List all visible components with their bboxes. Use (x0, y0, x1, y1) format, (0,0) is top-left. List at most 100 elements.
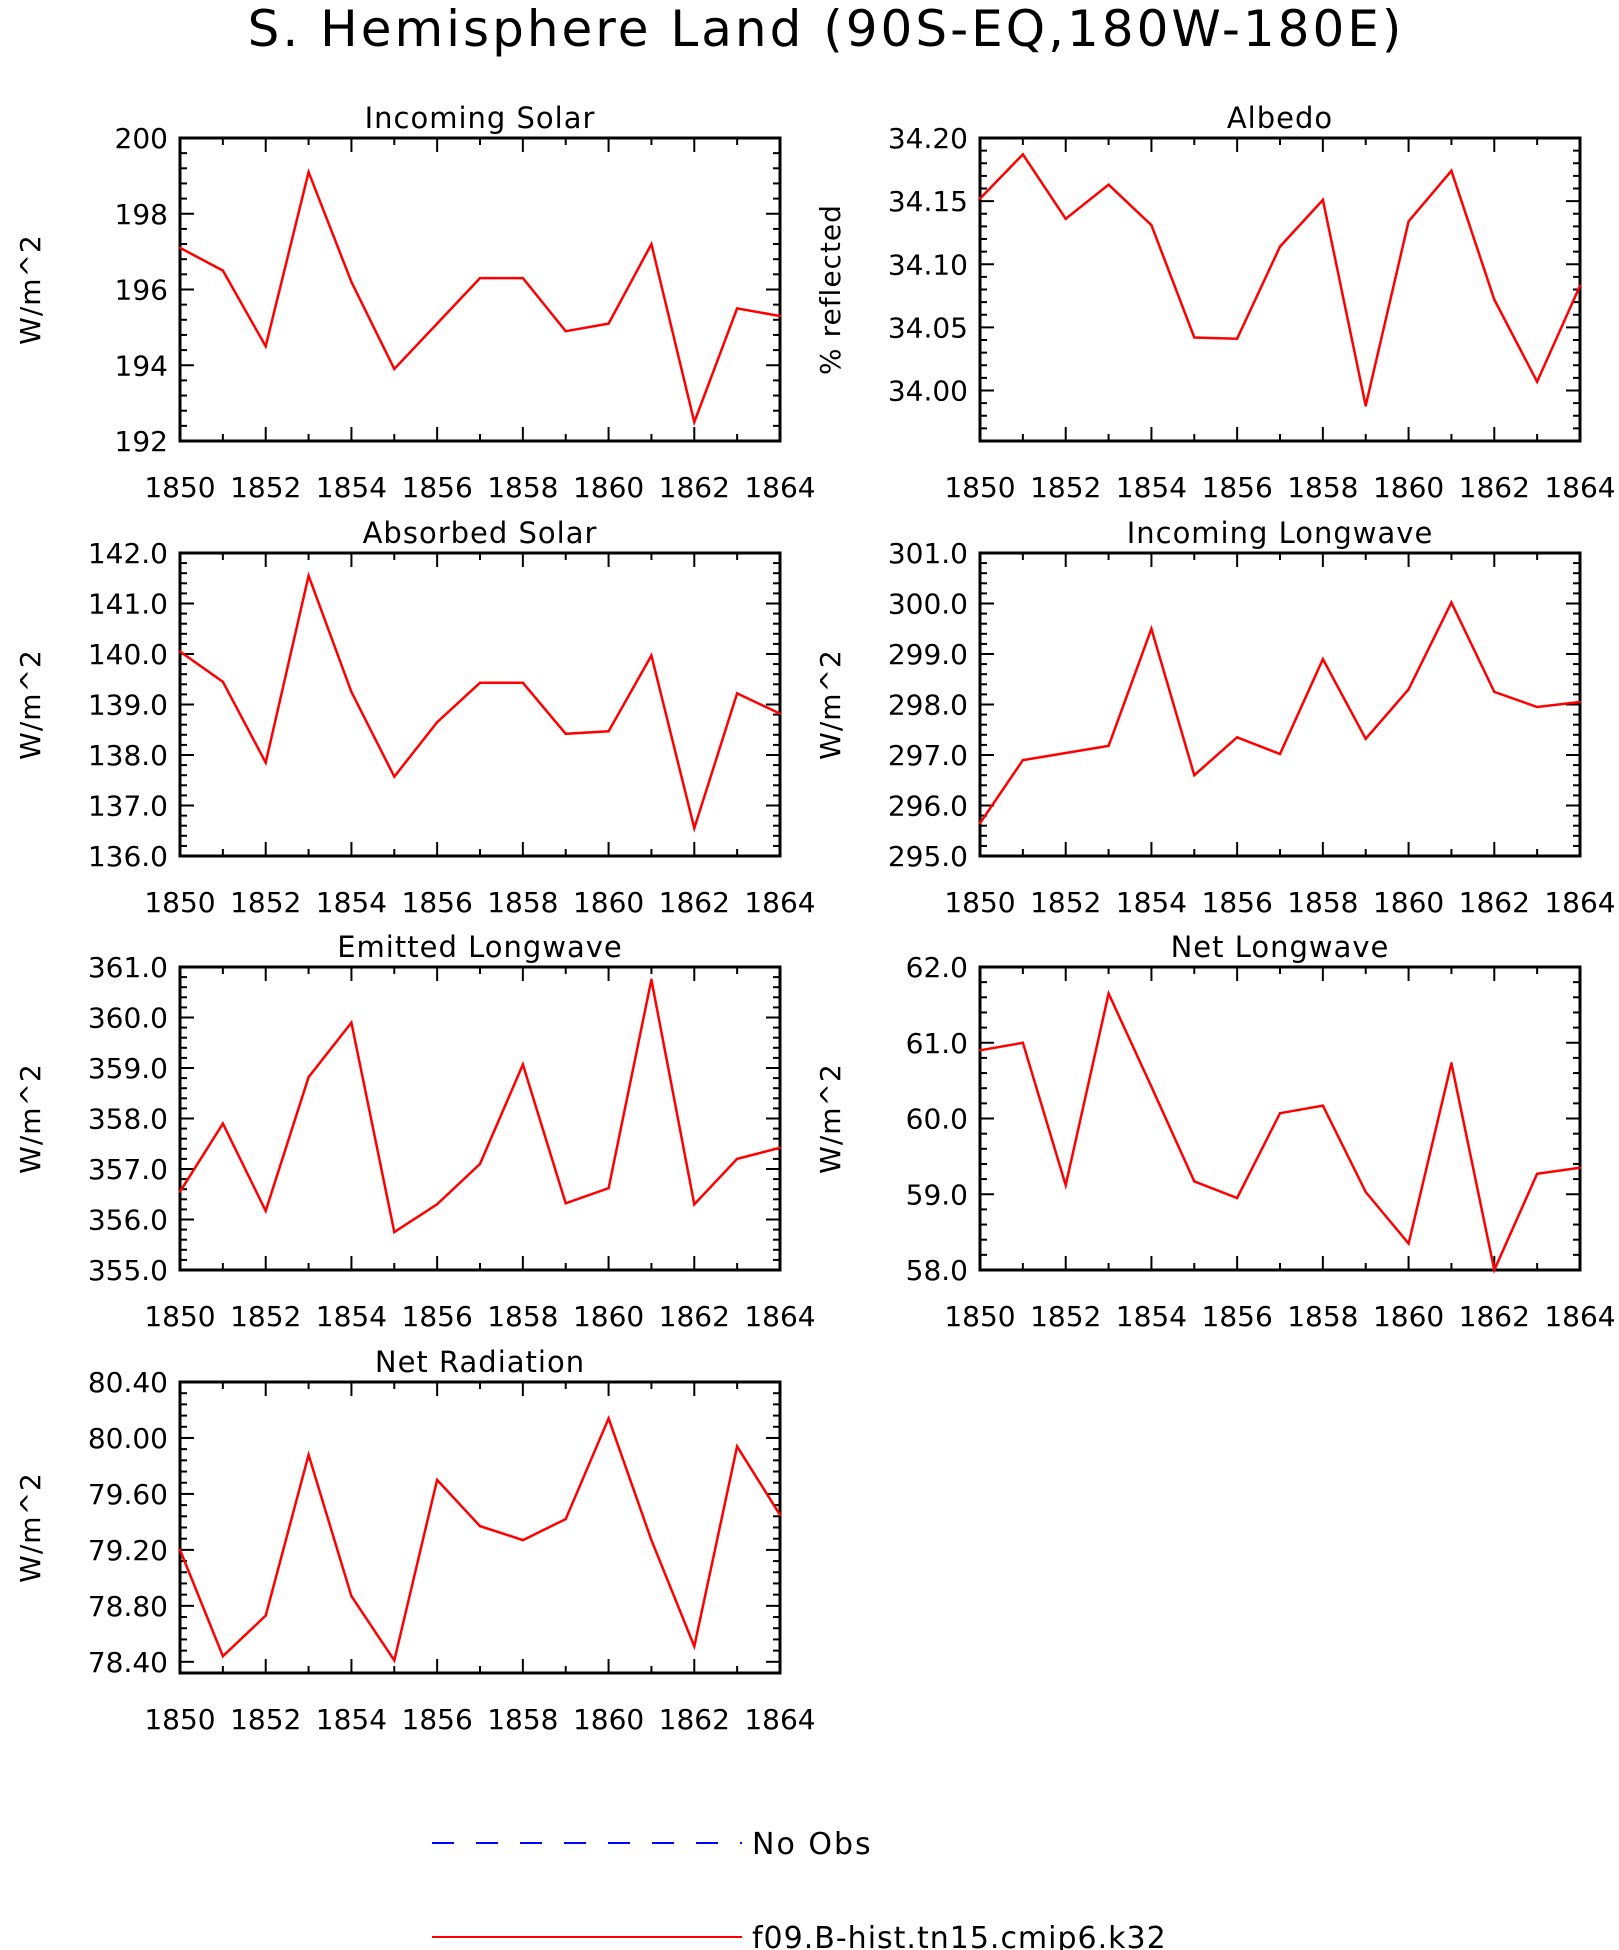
data-point (564, 732, 567, 735)
y-tick-label: 34.05 (888, 311, 968, 344)
data-point (264, 345, 267, 348)
y-tick-label: 296.0 (888, 790, 968, 823)
x-tick-label: 1864 (744, 1300, 815, 1333)
chart-panel-3: 1850 1852 1854 1856 1858 1860 1862 1864 136.0 137… (14, 516, 816, 919)
data-point (1235, 1196, 1239, 1200)
data-point (264, 1614, 267, 1617)
y-tick-label: 141.0 (88, 588, 168, 621)
legend-label-obs: No Obs (752, 1827, 873, 1862)
data-point (978, 197, 982, 200)
x-tick-label: 1858 (487, 1703, 558, 1736)
data-point (221, 1655, 225, 1658)
data-point (1364, 737, 1367, 741)
chart-title: Net Longwave (1171, 930, 1390, 964)
data-point (221, 680, 225, 683)
y-tick-label: 80.40 (88, 1366, 168, 1399)
x-tick-label: 1850 (144, 471, 215, 504)
chart-panel-2: 1850 1852 1854 1856 1858 1860 1862 1864 34.00 34.… (814, 101, 1616, 504)
series-line (978, 599, 1581, 824)
x-tick-label: 1860 (573, 1300, 644, 1333)
x-tick-label: 1854 (316, 471, 387, 504)
data-point (978, 821, 982, 825)
y-tick-label: 80.00 (88, 1422, 168, 1455)
x-tick-label: 1852 (230, 1300, 301, 1333)
x-tick-label: 1856 (1202, 1300, 1273, 1333)
x-tick-label: 1864 (1544, 1300, 1615, 1333)
x-tick-label: 1854 (316, 886, 387, 919)
data-point (1493, 690, 1496, 694)
y-tick-label: 58.0 (906, 1254, 968, 1287)
data-point (393, 1659, 396, 1662)
series-line (979, 152, 1582, 406)
y-tick-label: 62.0 (906, 951, 968, 984)
x-tick-label: 1850 (944, 1300, 1015, 1333)
data-point (1193, 774, 1196, 777)
data-point (778, 1513, 782, 1517)
data-point (521, 1063, 525, 1066)
y-tick-label: 140.0 (88, 638, 168, 671)
data-point (1535, 380, 1539, 383)
y-tick-label: 299.0 (888, 638, 968, 671)
data-point (1064, 751, 1067, 755)
x-tick-label: 1850 (944, 886, 1015, 919)
data-point (1064, 217, 1067, 220)
x-tick-label: 1858 (1287, 471, 1358, 504)
x-tick-label: 1862 (1459, 471, 1530, 504)
y-tick-label: 61.0 (906, 1027, 968, 1060)
data-point (778, 314, 782, 318)
data-point (607, 730, 610, 733)
data-point (607, 1186, 610, 1190)
x-tick-label: 1858 (487, 886, 558, 919)
data-point (478, 276, 482, 280)
data-point (264, 1209, 267, 1213)
x-tick-label: 1862 (659, 1703, 730, 1736)
y-tick-label: 298.0 (888, 689, 968, 722)
data-point (1235, 736, 1239, 739)
data-point (650, 654, 653, 657)
data-point (564, 1202, 567, 1205)
y-axis-label: W/m^2 (814, 649, 847, 760)
y-tick-label: 34.15 (888, 185, 968, 218)
data-point (1150, 627, 1153, 630)
y-tick-label: 359.0 (88, 1052, 168, 1085)
x-tick-label: 1856 (402, 1703, 473, 1736)
data-point (350, 1021, 353, 1024)
data-point (1107, 992, 1110, 995)
x-tick-label: 1860 (1373, 1300, 1444, 1333)
chart-panel-6: 1850 1852 1854 1856 1858 1860 1862 1864 58.0 59.0… (814, 930, 1616, 1333)
x-tick-label: 1856 (402, 1300, 473, 1333)
y-tick-label: 79.20 (88, 1534, 168, 1567)
x-tick-label: 1858 (1287, 886, 1358, 919)
x-tick-label: 1864 (744, 1703, 815, 1736)
y-tick-label: 34.20 (888, 122, 968, 155)
x-tick-label: 1856 (402, 886, 473, 919)
x-tick-label: 1862 (1459, 886, 1530, 919)
chart-panel-7: 1850 1852 1854 1856 1858 1860 1862 1864 78.40 78.… (14, 1345, 816, 1736)
data-point (1450, 169, 1453, 173)
data-point (521, 681, 525, 684)
plot-frame (978, 551, 1582, 858)
y-tick-label: 59.0 (906, 1178, 968, 1211)
chart-panel-4: 1850 1852 1854 1856 1858 1860 1862 1864 295.0 296… (814, 516, 1616, 919)
x-tick-label: 1854 (316, 1703, 387, 1736)
data-point (1021, 758, 1025, 762)
data-point (1407, 1242, 1410, 1245)
x-tick-label: 1860 (1373, 886, 1444, 919)
data-point (307, 1453, 310, 1456)
data-point (435, 1203, 439, 1206)
y-tick-label: 60.0 (906, 1103, 968, 1136)
data-point (564, 329, 567, 333)
y-tick-label: 355.0 (88, 1254, 168, 1287)
data-point (778, 1146, 782, 1149)
data-point (1278, 752, 1282, 756)
x-tick-label: 1854 (1116, 1300, 1187, 1333)
legend: No Obs f09.B-hist.tn15.cmip6.k32 (432, 1827, 1166, 1950)
y-tick-label: 139.0 (88, 689, 168, 722)
data-point (1193, 1180, 1196, 1183)
data-point (1535, 705, 1539, 709)
y-axis-label: % reflected (814, 204, 847, 375)
series-line (178, 1414, 782, 1664)
data-point (1321, 1104, 1325, 1107)
plot-frame (178, 965, 782, 1272)
